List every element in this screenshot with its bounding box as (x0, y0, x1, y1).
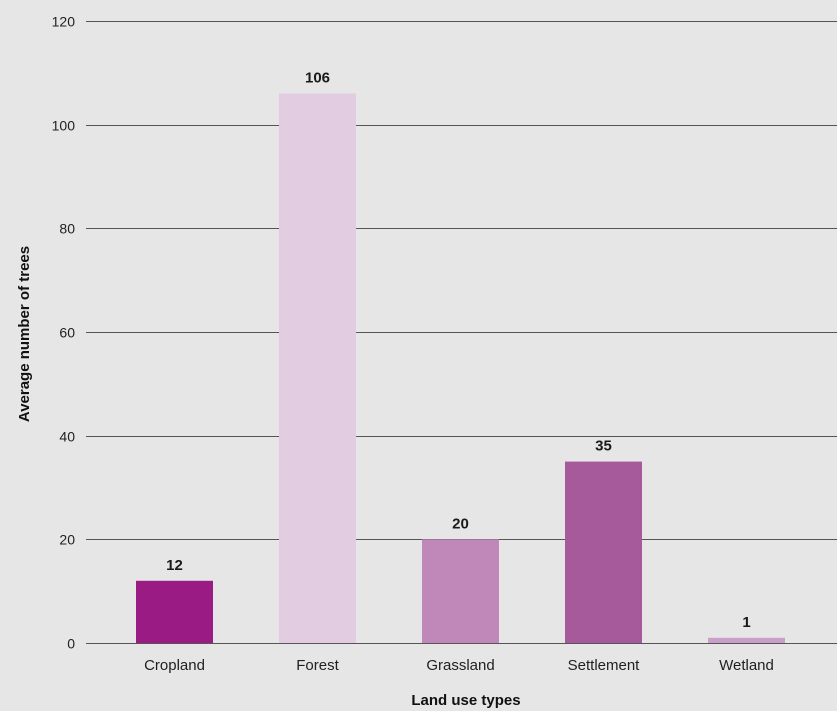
data-label-forest: 106 (305, 70, 330, 87)
x-tick-label-grassland: Grassland (426, 657, 494, 674)
bar-forest (279, 93, 356, 644)
x-tick-label-forest: Forest (296, 657, 339, 674)
data-label-grassland: 20 (452, 515, 469, 532)
bars (136, 93, 785, 644)
y-axis-ticks: 0 20 40 60 80 100 120 (52, 14, 76, 652)
bar-grassland (422, 539, 499, 643)
y-tick-label: 40 (59, 429, 75, 445)
x-tick-label-wetland: Wetland (719, 657, 774, 674)
data-label-wetland: 1 (742, 614, 750, 631)
x-axis-ticks: Cropland Forest Grassland Settlement Wetland (144, 657, 774, 674)
y-tick-label: 80 (59, 221, 75, 237)
x-axis-title: Land use types (411, 692, 520, 709)
bar-cropland (136, 580, 213, 643)
y-tick-label: 0 (67, 636, 75, 652)
data-label-cropland: 12 (166, 557, 183, 574)
x-tick-label-settlement: Settlement (568, 657, 641, 674)
y-tick-label: 60 (59, 325, 75, 341)
data-label-settlement: 35 (595, 438, 612, 455)
y-axis-title: Average number of trees (16, 246, 33, 422)
y-tick-label: 100 (52, 118, 76, 134)
bar-wetland (708, 637, 785, 643)
y-tick-label: 120 (52, 14, 76, 30)
y-tick-label: 20 (59, 532, 75, 548)
bar-settlement (565, 461, 642, 643)
gridlines (86, 21, 837, 644)
data-labels: 12 106 20 35 1 (166, 70, 751, 631)
x-tick-label-cropland: Cropland (144, 657, 205, 674)
